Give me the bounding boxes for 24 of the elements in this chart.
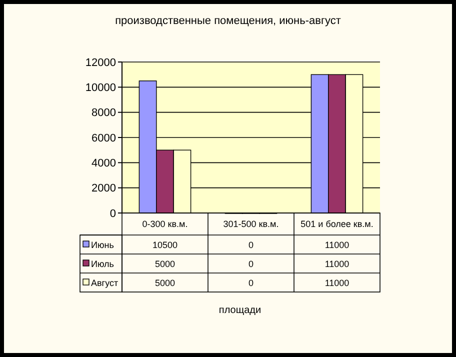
text: площади	[218, 305, 262, 316]
legend-label: Июнь	[91, 240, 114, 250]
data-label: 5000	[154, 259, 176, 269]
data-label: 11000	[324, 240, 350, 250]
legend-label: Август	[91, 278, 118, 288]
x-tick-label: 0-300 кв.м.	[142, 219, 188, 229]
x-tick-label: 301-500 кв.м.	[223, 219, 279, 229]
data-label: 0	[248, 240, 254, 250]
y-tick-label: 6000	[92, 132, 116, 144]
data-label: 0	[248, 259, 254, 269]
y-tick-label: 12000	[85, 56, 116, 69]
data-label: 10500	[152, 240, 178, 250]
y-tick-label: 4000	[92, 158, 116, 170]
chart-title: производственные помещения, июнь-август	[115, 15, 341, 27]
data-label: 0	[248, 278, 254, 288]
data-label: 11000	[324, 278, 350, 288]
y-tick-label: 8000	[92, 107, 116, 120]
legend-label: Июль	[91, 259, 114, 269]
y-tick-label: 2000	[92, 182, 116, 195]
y-tick-label: 10000	[85, 82, 116, 94]
x-tick-label: 501 и более кв.м.	[300, 219, 374, 229]
data-label: 5000	[154, 278, 176, 288]
y-tick-label: 0	[110, 208, 116, 220]
data-label: 11000	[324, 259, 350, 269]
